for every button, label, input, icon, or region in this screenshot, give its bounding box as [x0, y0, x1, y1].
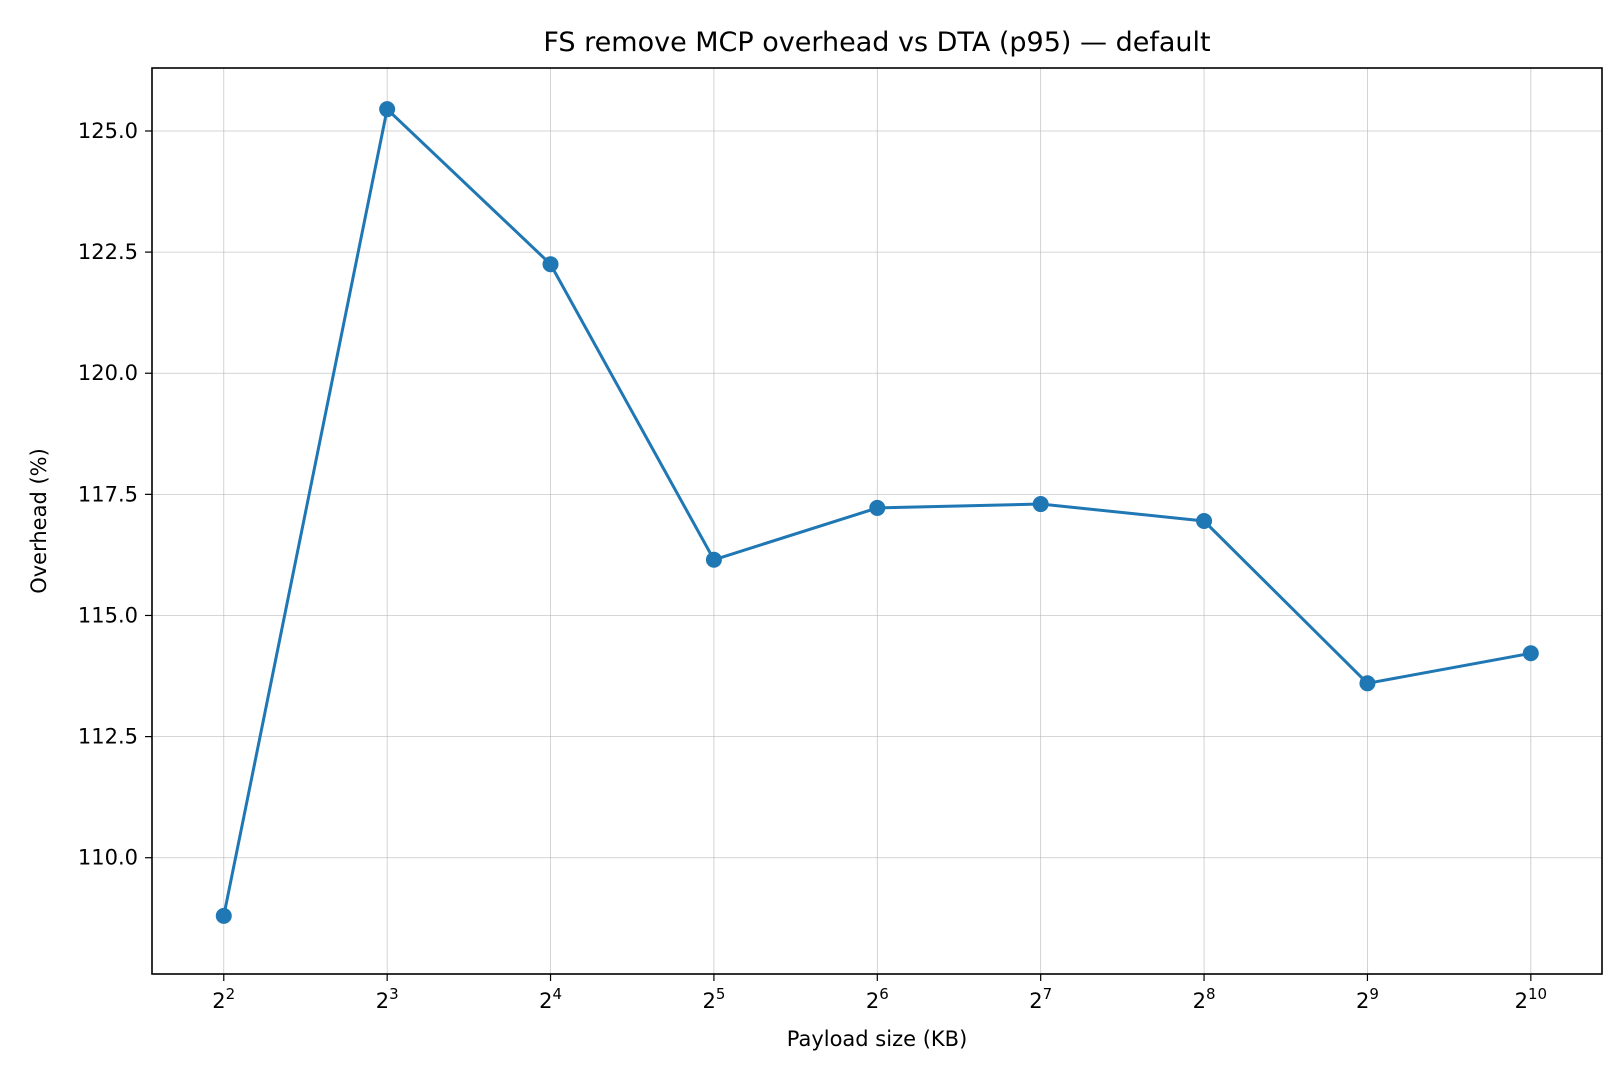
x-tick-label: 210 [1515, 985, 1547, 1013]
x-tick-label: 28 [1193, 985, 1216, 1013]
data-point [1359, 675, 1376, 692]
data-point [1196, 513, 1213, 529]
x-tick-label: 29 [1356, 985, 1379, 1013]
data-point [705, 551, 722, 568]
y-axis: 110.0 112.5 115.0 117.5 120.0 122.5 125.0 [78, 119, 152, 870]
data-point [542, 256, 559, 273]
data-point [1032, 496, 1049, 513]
chart-title: FS remove MCP overhead vs DTA (p95) — de… [543, 27, 1210, 58]
y-tick-label: 125.0 [78, 119, 138, 143]
data-point [379, 101, 396, 118]
grid [152, 68, 1602, 974]
x-tick-label: 23 [376, 985, 399, 1013]
y-axis-label: Overhead (%) [27, 448, 51, 594]
series-group [215, 101, 1539, 924]
y-tick-label: 115.0 [78, 603, 138, 627]
x-axis-label: Payload size (KB) [787, 1027, 968, 1051]
x-tick-label: 27 [1029, 985, 1052, 1013]
x-tick-label: 24 [539, 985, 562, 1013]
x-tick-label: 25 [702, 985, 725, 1013]
y-tick-label: 112.5 [78, 725, 138, 749]
y-tick-label: 120.0 [78, 361, 138, 385]
y-tick-label: 110.0 [78, 846, 138, 870]
data-point [215, 907, 232, 924]
y-tick-label: 122.5 [78, 240, 138, 264]
data-point [869, 499, 886, 516]
data-point [1522, 645, 1539, 662]
x-tick-label: 22 [212, 985, 235, 1013]
y-tick-label: 117.5 [78, 482, 138, 506]
x-axis: 22 23 24 25 26 27 28 29 210 [212, 974, 1547, 1013]
x-tick-label: 26 [866, 985, 889, 1013]
